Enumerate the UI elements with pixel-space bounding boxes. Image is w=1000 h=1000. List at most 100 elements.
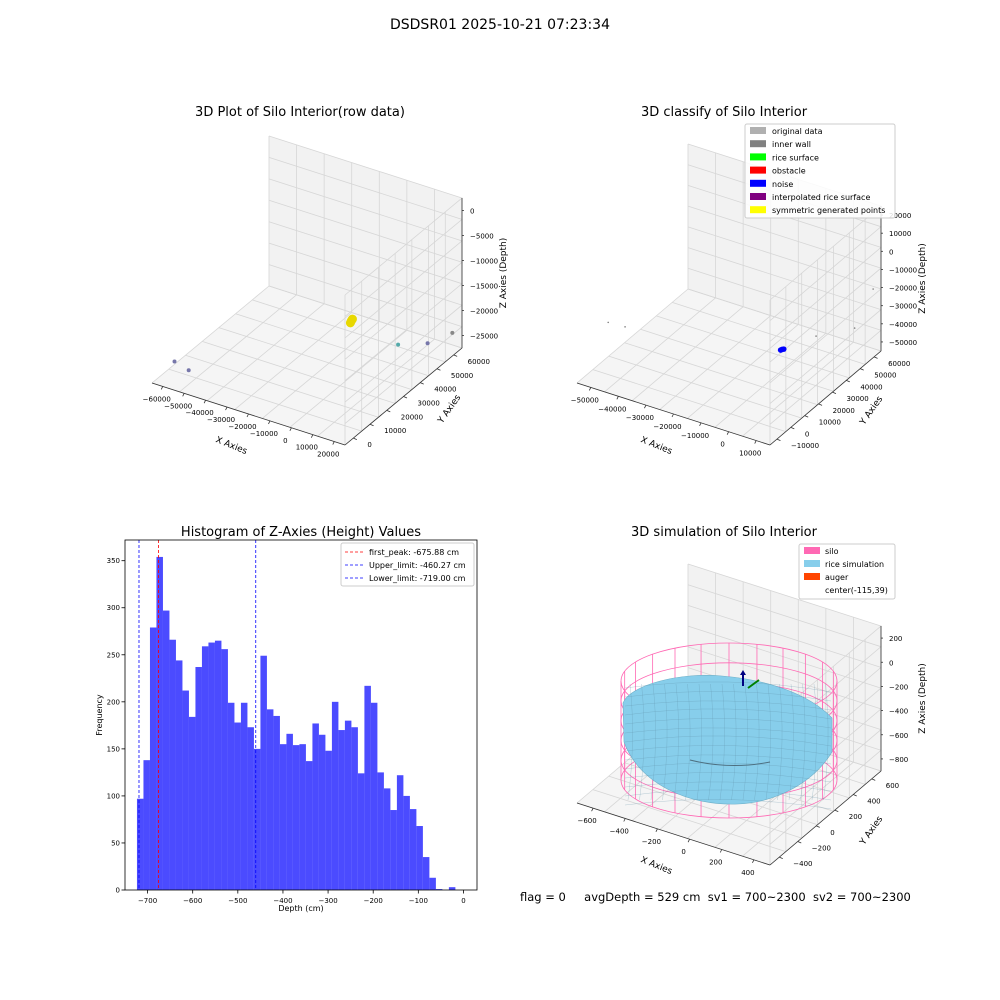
x-tick-label: −30000 xyxy=(207,416,235,424)
histogram-bar xyxy=(396,775,404,890)
x-tick-label: −700 xyxy=(138,897,157,905)
x-tick xyxy=(719,849,723,853)
pane-floor xyxy=(152,286,462,445)
x-axis-label: X Axies xyxy=(639,435,674,457)
histogram-bar xyxy=(357,773,365,890)
x-tick-label: −500 xyxy=(228,897,247,905)
histogram-bar xyxy=(364,685,371,890)
y-tick-label: −200 xyxy=(812,845,831,853)
rice-mesh-line xyxy=(624,754,832,765)
z-axis-label: Z Axies (Depth) xyxy=(499,238,509,309)
rice-mesh-line xyxy=(673,683,679,801)
legend-label: rice simulation xyxy=(825,560,884,569)
x-tick-label: −600 xyxy=(183,897,202,905)
x-tick xyxy=(752,859,755,864)
y-tick xyxy=(860,368,864,371)
chart-title: 3D simulation of Silo Interior xyxy=(631,525,818,540)
y-tick xyxy=(386,409,391,413)
y-axis-line xyxy=(769,770,882,866)
legend-label: noise xyxy=(772,180,793,189)
y-tick-label: 200 xyxy=(107,698,120,706)
legend-label: center(-115,39) xyxy=(825,586,888,595)
x-tick-label: 10000 xyxy=(296,444,318,452)
chart-simulation-3d: 3D simulation of Silo Interior −600 −400 −2… xyxy=(576,525,928,877)
x-tick-label: −600 xyxy=(577,817,596,825)
data-point xyxy=(780,346,787,352)
y-axis-label: Frequency xyxy=(95,694,104,736)
grid-line xyxy=(656,315,850,379)
x-tick-label: −400 xyxy=(273,897,292,905)
rice-mesh-line xyxy=(624,700,832,711)
histogram-bar xyxy=(318,734,326,890)
y-tick xyxy=(779,856,783,860)
grid-line xyxy=(640,328,834,392)
x-tick xyxy=(687,838,690,843)
histogram-bar xyxy=(435,889,443,890)
y-tick xyxy=(420,382,424,385)
x-tick-label: −20000 xyxy=(228,423,256,431)
x-tick-label: −40000 xyxy=(186,409,214,417)
z-tick-label: 20000 xyxy=(889,212,911,220)
x-axis-label: X Axies xyxy=(639,855,674,877)
histogram-bar xyxy=(143,760,150,890)
histogram-bar xyxy=(286,733,293,890)
z-tick-label: −20000 xyxy=(470,308,498,316)
rice-mesh-line xyxy=(624,789,832,801)
figure-title: DSDSR01 2025-10-21 07:23:34 xyxy=(389,17,610,33)
rice-mesh-line xyxy=(754,683,760,801)
y-tick xyxy=(818,403,823,406)
histogram-bar xyxy=(390,810,397,890)
grid-line xyxy=(742,341,854,437)
histogram-bar xyxy=(169,639,176,890)
histogram-bar xyxy=(305,761,313,890)
histogram-bar xyxy=(260,655,267,890)
legend-swatch xyxy=(804,547,820,554)
histogram-bar xyxy=(351,727,358,890)
x-tick-label: −200 xyxy=(364,897,383,905)
x-tick-label: −20000 xyxy=(653,423,681,431)
z-tick-label: 0 xyxy=(889,659,893,667)
y-tick-label: 30000 xyxy=(418,400,440,408)
y-tick xyxy=(834,809,839,813)
histogram-bar xyxy=(409,809,417,890)
grid-line xyxy=(592,369,786,432)
data-point xyxy=(425,341,430,346)
chart-title: 3D classify of Silo Interior xyxy=(641,105,808,120)
x-tick-label: −60000 xyxy=(143,395,171,403)
x-tick xyxy=(225,406,228,411)
z-axis-label: Z Axies (Depth) xyxy=(918,243,928,314)
z-tick-label: 0 xyxy=(889,248,893,256)
histogram-bar xyxy=(227,702,235,890)
x-tick xyxy=(160,386,164,390)
z-tick-label: −25000 xyxy=(470,333,498,341)
grid-line xyxy=(206,303,325,402)
histogram-bar xyxy=(299,744,306,890)
rice-mesh-line xyxy=(624,745,832,756)
legend-label: symmetric generated points xyxy=(772,206,885,215)
status-line: flag = 0 avgDepth = 529 cm sv1 = 700~230… xyxy=(520,890,911,904)
center-arrow xyxy=(740,670,746,675)
x-tick-label: −100 xyxy=(409,897,428,905)
legend-swatch xyxy=(750,179,766,187)
rice-simulation xyxy=(622,675,833,810)
grid-line xyxy=(659,315,771,410)
legend-swatch xyxy=(750,166,766,174)
rice-mesh-line xyxy=(624,772,832,783)
x-tick-label: −400 xyxy=(610,828,629,836)
y-tick-label: 50000 xyxy=(451,372,473,380)
legend-label: interpolated rice surface xyxy=(772,193,870,202)
grid-line xyxy=(262,321,380,419)
z-axis-label: Z Axies (Depth) xyxy=(918,663,928,734)
data-point xyxy=(607,321,610,324)
x-tick xyxy=(588,387,592,391)
histogram-bar xyxy=(292,745,300,890)
histogram-bar xyxy=(156,556,163,890)
legend-label: rice surface xyxy=(772,153,819,162)
x-axis-label: X Axies xyxy=(214,435,249,457)
x-tick xyxy=(591,807,594,812)
x-tick-label: −50000 xyxy=(571,396,599,404)
y-tick-label: 0 xyxy=(116,887,120,895)
y-tick-label: 100 xyxy=(107,792,120,800)
histogram-bar xyxy=(312,723,319,890)
